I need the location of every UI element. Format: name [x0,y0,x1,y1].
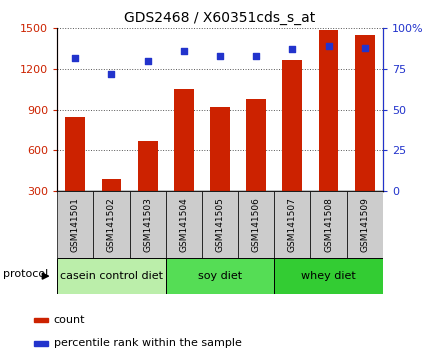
Point [108,71,115,77]
Title: GDS2468 / X60351cds_s_at: GDS2468 / X60351cds_s_at [125,10,315,24]
FancyBboxPatch shape [166,191,202,258]
Point [325,44,332,49]
Bar [34,341,48,346]
Point [361,45,368,51]
Text: GSM141502: GSM141502 [107,198,116,252]
Point [72,55,79,61]
Text: GSM141503: GSM141503 [143,197,152,252]
Point [180,48,187,54]
Bar [34,318,48,322]
Point [216,53,224,59]
Bar [355,35,375,191]
FancyBboxPatch shape [202,191,238,258]
Text: GSM141504: GSM141504 [180,198,188,252]
Point [289,47,296,52]
FancyBboxPatch shape [238,191,274,258]
FancyBboxPatch shape [93,191,129,258]
Bar [210,107,230,191]
Bar [319,30,338,191]
FancyBboxPatch shape [57,191,93,258]
Bar [246,99,266,191]
Bar [66,116,85,191]
Text: GSM141508: GSM141508 [324,197,333,252]
Text: GSM141506: GSM141506 [252,197,260,252]
FancyBboxPatch shape [274,191,311,258]
Text: GSM141507: GSM141507 [288,197,297,252]
Text: percentile rank within the sample: percentile rank within the sample [54,338,242,348]
FancyBboxPatch shape [166,258,274,294]
Text: GSM141505: GSM141505 [216,197,224,252]
Text: GSM141501: GSM141501 [71,197,80,252]
Text: soy diet: soy diet [198,271,242,281]
FancyBboxPatch shape [274,258,383,294]
Bar [102,179,121,191]
Bar [174,89,194,191]
FancyBboxPatch shape [347,191,383,258]
FancyBboxPatch shape [311,191,347,258]
Text: GSM141509: GSM141509 [360,197,369,252]
Point [253,53,260,59]
Point [144,58,151,64]
FancyBboxPatch shape [57,258,166,294]
Bar [138,141,158,191]
Bar [282,59,302,191]
Text: protocol: protocol [3,269,48,279]
Text: count: count [54,315,85,325]
FancyBboxPatch shape [129,191,166,258]
Text: whey diet: whey diet [301,271,356,281]
Text: casein control diet: casein control diet [60,271,163,281]
